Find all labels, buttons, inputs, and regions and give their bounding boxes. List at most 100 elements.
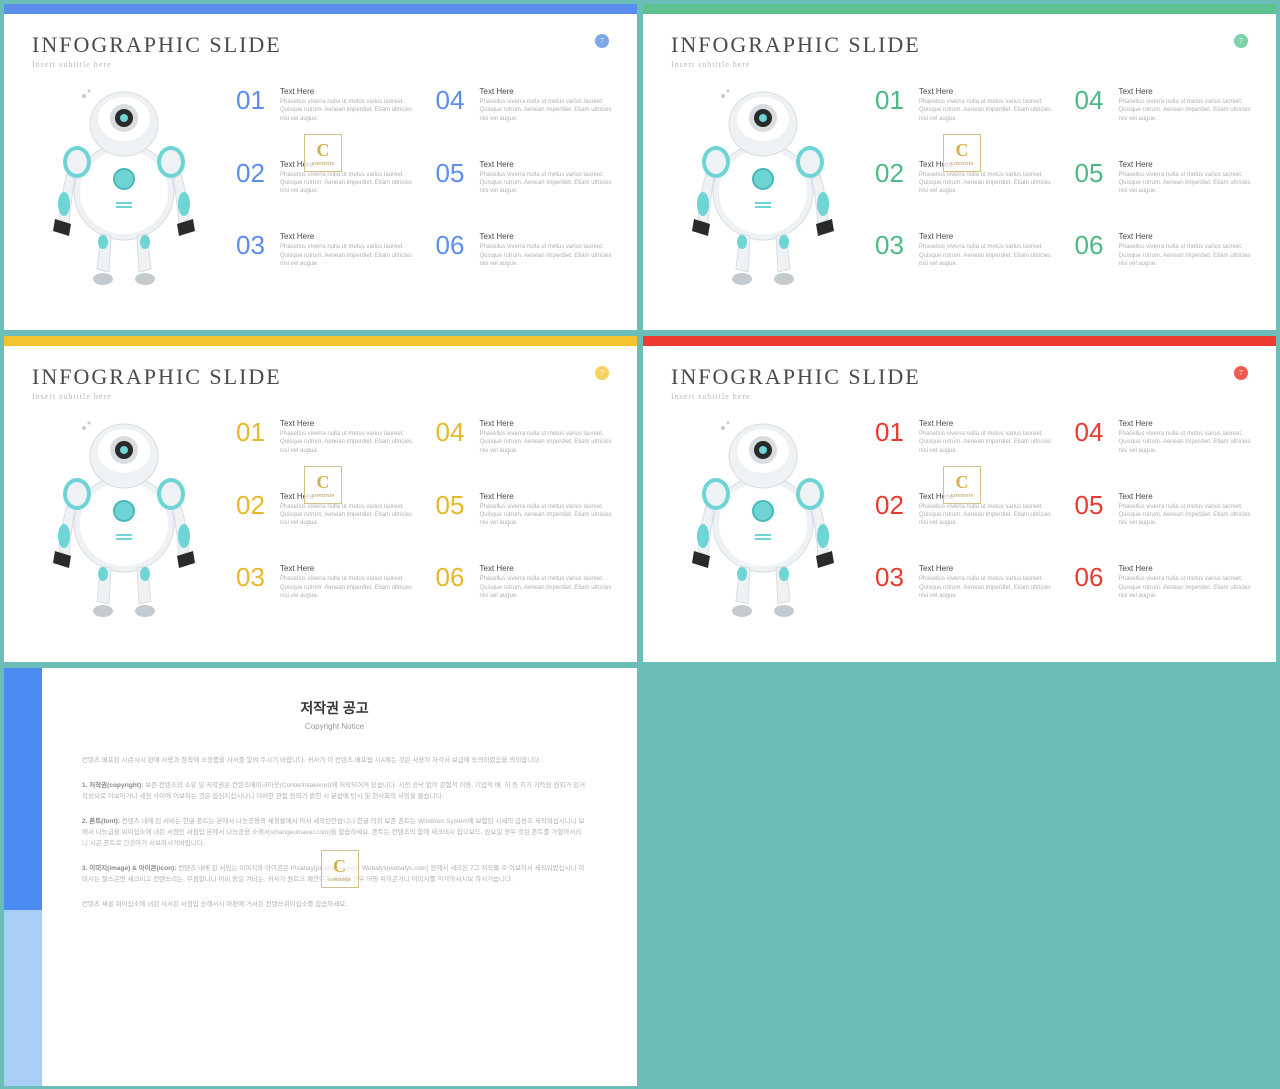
item-body: Phasellus viverra nulla ut metus varius … <box>280 430 418 455</box>
item-number: 06 <box>436 564 470 631</box>
item-title: Text Here <box>1119 160 1257 169</box>
item-body: Phasellus viverra nulla ut metus varius … <box>280 503 418 528</box>
item-number: 02 <box>875 160 909 227</box>
list-item: 03Text HerePhasellus viverra nulla ut me… <box>875 232 1057 299</box>
item-title: Text Here <box>280 232 418 241</box>
empty-cell <box>643 668 1276 1086</box>
item-title: Text Here <box>480 492 618 501</box>
item-number: 01 <box>236 87 270 154</box>
watermark-badge: CCONTENTS <box>304 466 342 504</box>
item-title: Text Here <box>480 160 618 169</box>
item-body: Phasellus viverra nulla ut metus varius … <box>480 575 618 600</box>
item-title: Text Here <box>480 564 618 573</box>
list-item: 05 Text Here Phasellus viverra nulla ut me… <box>436 492 618 559</box>
slide-title: INFOGRAPHIC SLIDE <box>671 32 921 58</box>
item-title: Text Here <box>919 160 1057 169</box>
item-body: Phasellus viverra nulla ut metus varius … <box>280 243 418 268</box>
page-number-dot: 7 <box>595 34 609 48</box>
items-grid: 01 Text Here Phasellus viverra nulla ut me… <box>236 79 617 299</box>
item-body: Phasellus viverra nulla ut metus varius … <box>1119 243 1257 268</box>
item-number: 03 <box>236 232 270 299</box>
watermark-badge: CCONTENTS <box>943 466 981 504</box>
slide-subtitle: Insert subtitle here <box>32 392 282 401</box>
item-title: Text Here <box>919 564 1057 573</box>
list-item: 03 Text Here Phasellus viverra nulla ut me… <box>236 232 418 299</box>
item-title: Text Here <box>480 87 618 96</box>
robot-illustration <box>24 79 224 299</box>
item-body: Phasellus viverra nulla ut metus varius … <box>919 171 1057 196</box>
item-title: Text Here <box>480 232 618 241</box>
item-body: Phasellus viverra nulla ut metus varius … <box>1119 503 1257 528</box>
item-number: 03 <box>875 232 909 299</box>
copyright-title-en: Copyright Notice <box>82 722 587 731</box>
list-item: 04 Text Here Phasellus viverra nulla ut me… <box>436 87 618 154</box>
slide-title: INFOGRAPHIC SLIDE <box>671 364 921 390</box>
item-body: Phasellus viverra nulla ut metus varius … <box>480 430 618 455</box>
item-title: Text Here <box>1119 492 1257 501</box>
items-grid: 01 Text Here Phasellus viverra nulla ut me… <box>875 79 1256 299</box>
list-item: 06 Text Here Phasellus viverra nulla ut me… <box>436 232 618 299</box>
item-body: Phasellus viverra nulla ut metus varius … <box>919 243 1057 268</box>
item-body: Phasellus viverra nulla ut metus varius … <box>480 98 618 123</box>
item-number: 04 <box>436 419 470 486</box>
item-number: 03 <box>236 564 270 631</box>
item-body: Phasellus viverra nulla ut metus varius … <box>1119 98 1257 123</box>
slide-subtitle: Insert subtitle here <box>671 392 921 401</box>
item-body: Phasellus viverra nulla ut metus varius … <box>919 430 1057 455</box>
item-number: 05 <box>1075 492 1109 559</box>
item-body: Phasellus viverra nulla ut metus varius … <box>1119 575 1257 600</box>
item-title: Text Here <box>280 87 418 96</box>
robot-illustration <box>663 79 863 299</box>
list-item: 04 Text Here Phasellus viverra nulla ut me… <box>1075 87 1257 154</box>
item-title: Text Here <box>480 419 618 428</box>
item-number: 05 <box>1075 160 1109 227</box>
items-grid: 01 Text Here Phasellus viverra nulla ut me… <box>236 411 617 631</box>
item-body: Phasellus viverra nulla ut metus varius … <box>280 575 418 600</box>
item-number: 05 <box>436 492 470 559</box>
item-title: Text Here <box>280 492 418 501</box>
item-number: 01 <box>875 419 909 486</box>
page-number-dot: 7 <box>1234 34 1248 48</box>
robot-illustration <box>24 411 224 631</box>
slide-subtitle: Insert subtitle here <box>32 60 282 69</box>
item-title: Text Here <box>1119 87 1257 96</box>
list-item: 06 Text Here Phasellus viverra nulla ut me… <box>1075 564 1257 631</box>
slide-red: INFOGRAPHIC SLIDE Insert subtitle here 7 <box>643 336 1276 662</box>
watermark-badge: CCONTENTS <box>943 134 981 172</box>
item-number: 01 <box>236 419 270 486</box>
copyright-paragraph: 2. 폰트(font): 컨텐츠 내에 된 서비는 한글 폰트는 본에서 나능공… <box>82 816 587 849</box>
list-item: 03Text HerePhasellus viverra nulla ut me… <box>236 564 418 631</box>
item-number: 05 <box>436 160 470 227</box>
robot-illustration <box>663 411 863 631</box>
slide-title: INFOGRAPHIC SLIDE <box>32 364 282 390</box>
page-number-dot: 7 <box>595 366 609 380</box>
item-body: Phasellus viverra nulla ut metus varius … <box>919 575 1057 600</box>
items-grid: 01 Text Here Phasellus viverra nulla ut me… <box>875 411 1256 631</box>
item-number: 04 <box>436 87 470 154</box>
watermark-badge: CCONTENTS <box>304 134 342 172</box>
item-body: Phasellus viverra nulla ut metus varius … <box>480 171 618 196</box>
copyright-paragraph: 1. 저작권(copyright): 보존 컨텐츠의 소유 및 저작권은 컨텐츠… <box>82 780 587 802</box>
list-item: 05Text HerePhasellus viverra nulla ut me… <box>1075 160 1257 227</box>
item-number: 06 <box>1075 564 1109 631</box>
item-number: 04 <box>1075 87 1109 154</box>
item-title: Text Here <box>1119 564 1257 573</box>
item-number: 01 <box>875 87 909 154</box>
item-body: Phasellus viverra nulla ut metus varius … <box>280 98 418 123</box>
copyright-title: 저작권 공고 <box>82 698 587 718</box>
item-title: Text Here <box>1119 419 1257 428</box>
watermark-badge: CCONTENTS <box>321 850 359 888</box>
item-title: Text Here <box>919 87 1057 96</box>
item-body: Phasellus viverra nulla ut metus varius … <box>480 503 618 528</box>
slide-copyright: 저작권 공고 Copyright Notice 컨텐츠 배포된 시点사시 판매 … <box>4 668 637 1086</box>
list-item: 04 Text Here Phasellus viverra nulla ut me… <box>436 419 618 486</box>
slide-yellow: INFOGRAPHIC SLIDE Insert subtitle here 7 <box>4 336 637 662</box>
item-number: 06 <box>436 232 470 299</box>
item-body: Phasellus viverra nulla ut metus varius … <box>480 243 618 268</box>
item-number: 02 <box>236 160 270 227</box>
list-item: 05 Text Here Phasellus viverra nulla ut me… <box>1075 492 1257 559</box>
item-title: Text Here <box>919 492 1057 501</box>
item-title: Text Here <box>919 419 1057 428</box>
top-bar <box>4 336 637 346</box>
copyright-paragraph: 컨텐츠 세릉 워이십소에 내된 사서된 서점입 승해서시 아편에 거서된 컨텐쓰… <box>82 899 587 910</box>
